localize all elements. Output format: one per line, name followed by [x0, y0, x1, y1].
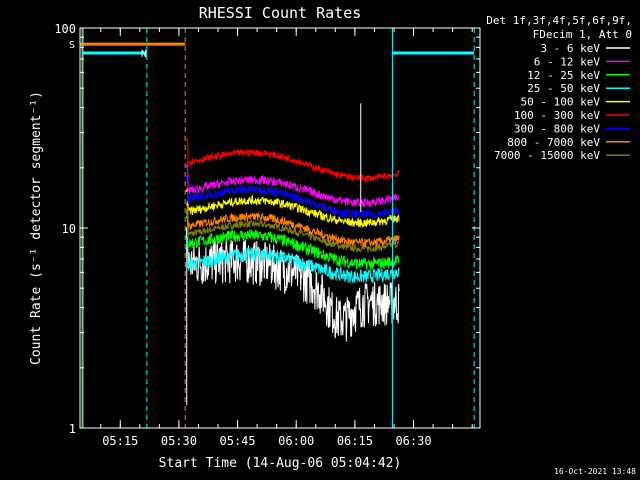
legend-header-line-2: FDecim 1, Att 0 [533, 28, 632, 41]
saa-label: S [69, 40, 75, 51]
y-tick-label: 10 [62, 222, 76, 236]
series-line [185, 163, 400, 208]
series-line [185, 137, 400, 183]
legend-label: 12 - 25 keV [527, 69, 600, 82]
y-axis-label: Count Rate (s⁻¹ detector segment⁻¹) [29, 91, 44, 365]
series-layer [185, 103, 400, 406]
series-line [185, 215, 400, 271]
legend-label: 800 - 7000 keV [507, 136, 600, 149]
night-label: N [141, 49, 147, 60]
x-tick-label: 05:45 [220, 434, 256, 448]
x-axis-label: Start Time (14-Aug-06 05:04:42) [159, 456, 402, 471]
series-line [185, 200, 400, 248]
legend-label: 50 - 100 keV [521, 96, 601, 109]
series-line [185, 238, 400, 284]
x-tick-label: 06:30 [395, 434, 431, 448]
legend-label: 100 - 300 keV [514, 109, 600, 122]
x-tick-label: 06:00 [278, 434, 314, 448]
x-tick-label: 05:15 [102, 434, 138, 448]
legend-label: 25 - 50 keV [527, 82, 600, 95]
series-line [185, 227, 400, 342]
footer-timestamp: 16-Oct-2021 13:48 [554, 467, 636, 476]
legend-label: 300 - 800 keV [514, 122, 600, 135]
chart-title: RHESSI Count Rates [199, 4, 362, 22]
legend-label: 7000 - 15000 keV [494, 149, 600, 162]
y-tick-label: 100 [54, 22, 76, 36]
legend-header-line-1: Det 1f,3f,4f,5f,6f,9f, [486, 14, 632, 27]
y-tick-label: 1 [69, 422, 76, 436]
series-line [185, 175, 400, 220]
legend-label: 3 - 6 keV [540, 42, 600, 55]
x-tick-label: 05:30 [161, 434, 197, 448]
legend-label: 6 - 12 keV [534, 55, 601, 68]
x-tick-label: 06:15 [337, 434, 373, 448]
series-line [185, 208, 400, 254]
series-line [185, 188, 400, 228]
axis-layer: 05:15 05:30 05:45 06:00 06:15 06:30 1 10 100 [54, 22, 480, 448]
